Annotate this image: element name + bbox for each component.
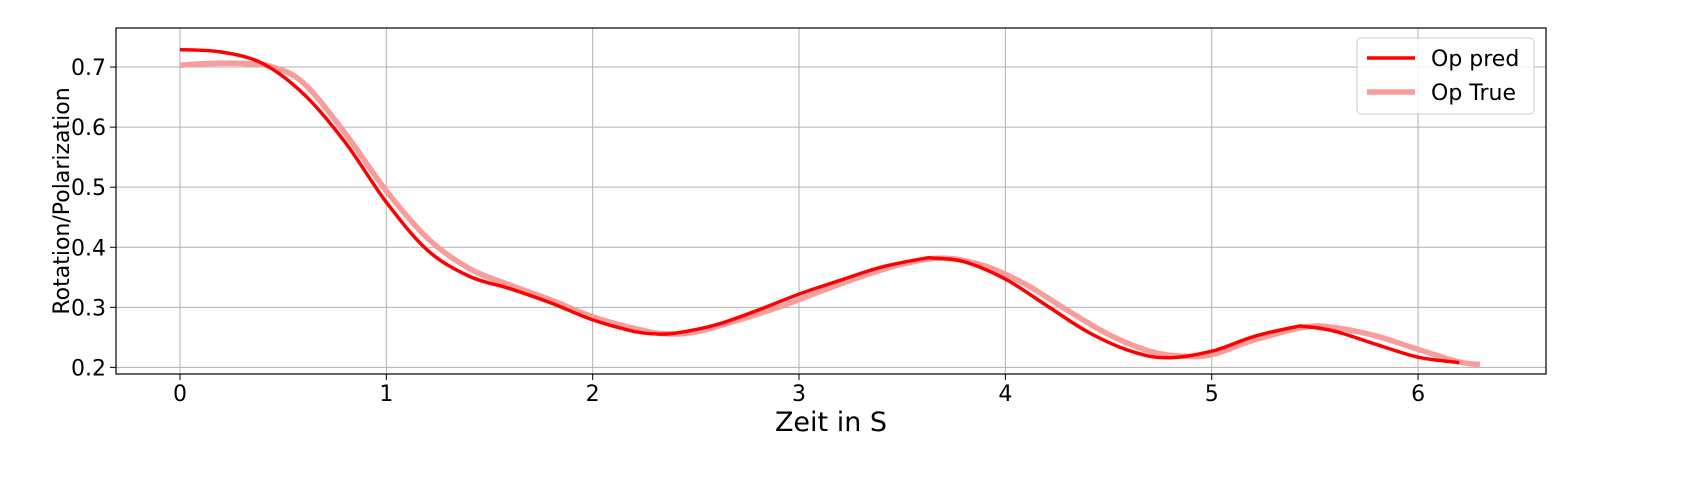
y-tick-label: 0.6 [71, 116, 106, 141]
y-tick-label: 0.5 [71, 176, 106, 201]
y-tick-label: 0.2 [71, 356, 106, 381]
series-line-op-true [179, 60, 1481, 368]
legend-label: Op True [1431, 81, 1516, 106]
series-line-op-pred [179, 47, 1460, 365]
x-tick-label: 0 [173, 382, 187, 407]
y-axis-label: Rotation/Polarization [50, 87, 75, 314]
x-tick-label: 4 [998, 382, 1012, 407]
grid [116, 28, 1546, 374]
legend-label: Op pred [1431, 47, 1519, 72]
y-tick-label: 0.7 [71, 56, 106, 81]
x-tick-label: 3 [792, 382, 806, 407]
x-axis-label: Zeit in S [775, 407, 887, 438]
x-tick-label: 1 [379, 382, 393, 407]
x-tick-label: 6 [1411, 382, 1425, 407]
y-tick-label: 0.3 [71, 296, 106, 321]
ticks: 0 1 2 3 4 5 6 0.2 0.3 0.4 0.5 0.6 0.7 [71, 56, 1425, 407]
legend: Op pred Op True [1356, 37, 1535, 115]
series-layer [179, 47, 1481, 368]
x-tick-label: 5 [1205, 382, 1219, 407]
plot-frame [115, 27, 1547, 375]
x-tick-label: 2 [586, 382, 600, 407]
y-tick-label: 0.4 [71, 236, 106, 261]
